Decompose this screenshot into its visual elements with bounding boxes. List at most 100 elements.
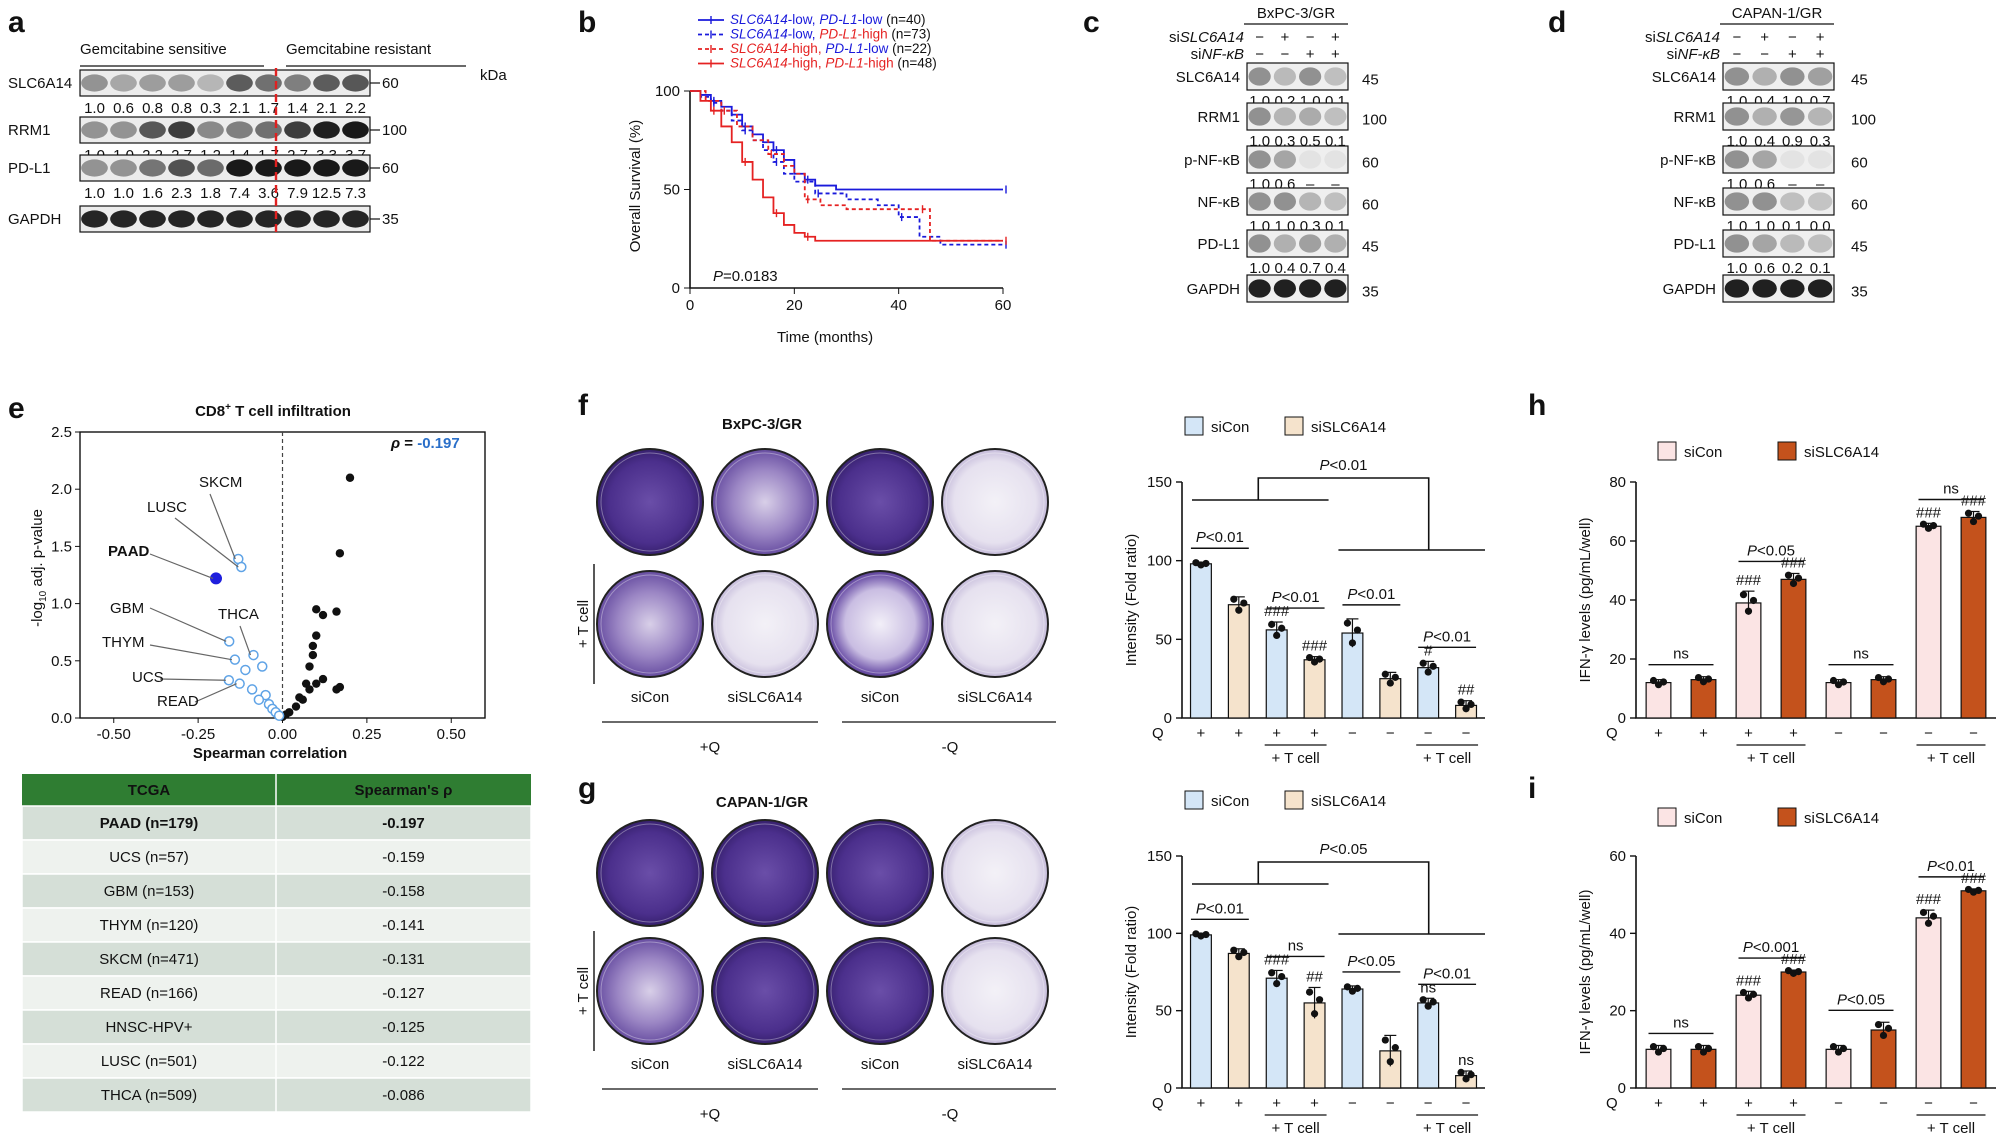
blot-band <box>1324 234 1347 253</box>
blot-band <box>1299 192 1322 211</box>
densitometry-value: 0.8 <box>142 100 163 117</box>
blot-band <box>139 159 166 177</box>
callout-label: GBM <box>110 600 144 617</box>
kda-marker: 100 <box>1362 112 1387 129</box>
q-sign: + <box>1310 1095 1319 1112</box>
densitometry-value: 1.4 <box>287 100 308 117</box>
scatter-point-positive <box>318 610 328 620</box>
blot-band <box>284 74 311 92</box>
blot-band <box>1724 192 1750 211</box>
comparison-threshold: <0.01 <box>1357 586 1395 603</box>
blot-label: p-NF-κB <box>1660 152 1716 169</box>
blot-band <box>1248 279 1271 298</box>
legend-level-b: -low <box>858 12 883 27</box>
plate-rim <box>830 452 930 552</box>
blot-band <box>255 74 282 92</box>
replicate-point <box>1749 990 1758 998</box>
treatment-prefix: si <box>1667 46 1678 63</box>
culture-plate <box>941 570 1049 678</box>
q-sign: + <box>1197 1095 1206 1112</box>
legend-swatch <box>1657 807 1677 827</box>
scatter-point-positive <box>312 679 321 688</box>
significance-mark: ### <box>1736 572 1762 589</box>
q-row-label: Q <box>1152 1095 1164 1112</box>
table-cell: LUSC (n=501) <box>101 1053 197 1070</box>
bar-axes <box>1635 482 1996 719</box>
blot-band <box>1752 107 1777 126</box>
q-sign: − <box>1348 1095 1357 1112</box>
densitometry-value: 1.0 <box>84 185 105 202</box>
scatter-point-positive <box>312 631 321 640</box>
densitometry-value: 7.3 <box>345 185 366 202</box>
callout-line <box>149 553 214 579</box>
panel-b: b SLC6A14-low, PD-L1-low (n=40)SLC6A14-l… <box>578 6 1011 346</box>
callout-line <box>149 607 227 642</box>
y-tick-label: 80 <box>1609 474 1626 491</box>
blot-band <box>1324 279 1347 298</box>
culture-plate <box>711 570 819 678</box>
densitometry-value: 1.8 <box>200 185 221 202</box>
replicate-point <box>1829 676 1838 685</box>
km-pvalue-value: =0.0183 <box>723 268 778 285</box>
blot-band <box>139 121 166 139</box>
callout-label: THYM <box>102 634 145 651</box>
blot-band <box>1248 67 1271 86</box>
significance-mark: ### <box>1264 951 1290 968</box>
km-curve-2 <box>690 90 1003 242</box>
replicate-point <box>1305 988 1314 996</box>
treatment-sign: − <box>1306 29 1315 46</box>
legend-n: (n=22) <box>888 41 931 56</box>
densitometry-value: 2.1 <box>229 100 250 117</box>
comparison-threshold: <0.01 <box>1937 858 1975 875</box>
replicate-point <box>1457 1068 1465 1076</box>
overall-comparison-label: P<0.05 <box>1320 841 1368 858</box>
bar-y-axis-label: IFN-γ levels (pg/mL/well) <box>1577 517 1594 682</box>
legend-level-a: -low, <box>788 12 820 27</box>
x-tick-label: 0.25 <box>352 726 381 743</box>
bar <box>1960 890 1987 1089</box>
blot-label: p-NF-κB <box>1184 152 1240 169</box>
legend-label: siSLC6A14 <box>1311 793 1386 810</box>
densitometry-value: 2.3 <box>171 185 192 202</box>
kda-marker: 35 <box>382 211 399 228</box>
blot-label: SLC6A14 <box>1176 69 1240 86</box>
panel-f-chart: siCon siSLC6A14 0 50 100 150 Intensity (Fold r… <box>1123 416 1485 767</box>
panel-i: i siCon siSLC6A14 0 20 40 60 IFN-γ levels (pg/… <box>1528 772 1996 1137</box>
blot-band <box>1299 107 1322 126</box>
overall-p: P <box>1320 841 1330 858</box>
bar-y-axis-label: Intensity (Fold ratio) <box>1123 534 1140 667</box>
replicate-point <box>1235 606 1243 614</box>
blot-band <box>313 121 340 139</box>
treatment-sign: + <box>1331 46 1340 63</box>
panel-e-label: e <box>8 392 25 425</box>
blot-band <box>110 121 137 139</box>
blot-band <box>1299 279 1322 298</box>
treatment-row-2: siNF-κB <box>1191 46 1244 63</box>
replicate-point <box>1424 1002 1432 1010</box>
densitometry-value: 12.5 <box>312 185 341 202</box>
legend-label: siCon <box>1211 419 1249 436</box>
blot-band <box>1780 279 1805 298</box>
replicate-point <box>1924 919 1933 927</box>
q-sign: − <box>1424 725 1433 742</box>
densitometry-value: 0.3 <box>200 100 221 117</box>
legend-level-a: -high, <box>788 56 826 71</box>
q-sign: − <box>1969 725 1978 742</box>
blot-band <box>139 210 166 228</box>
blot-label: PD-L1 <box>1673 236 1716 253</box>
callout-line <box>149 644 233 661</box>
blot-band <box>313 159 340 177</box>
table-cell: -0.197 <box>382 815 425 832</box>
callout-label: SKCM <box>199 474 242 491</box>
table-cell: -0.141 <box>382 917 425 934</box>
comparison-label: P<0.01 <box>1927 858 1975 875</box>
replicate-point <box>1654 1048 1663 1056</box>
legend-swatch <box>1777 807 1797 827</box>
plate-rim <box>600 941 700 1041</box>
blot-band <box>1807 67 1833 86</box>
blot-band <box>1807 107 1833 126</box>
culture-plate <box>711 937 819 1045</box>
scatter-point-positive <box>335 682 345 692</box>
plate-rim <box>945 941 1045 1041</box>
tcell-group-label: + T cell <box>1747 1120 1795 1137</box>
